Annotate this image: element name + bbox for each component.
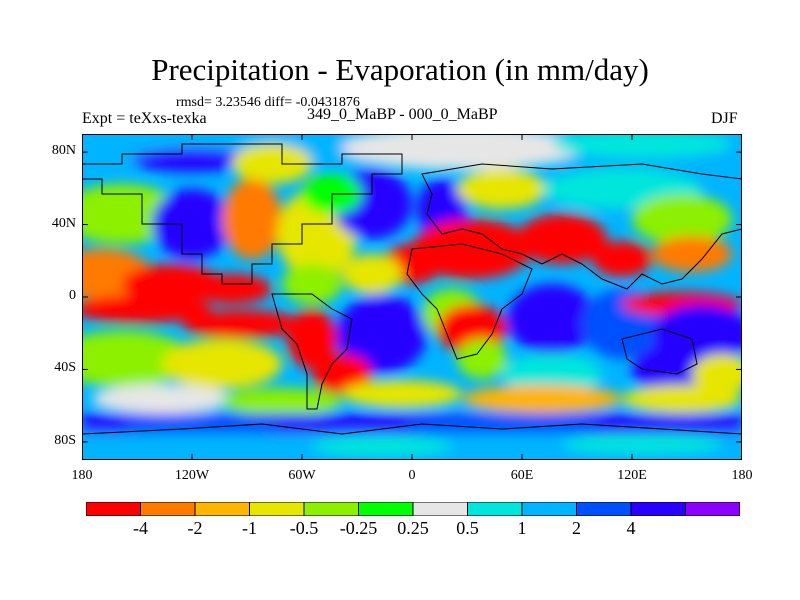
axis-ticks [82, 134, 742, 460]
colorbar-label: 0.25 [397, 518, 429, 538]
colorbar-label: -1 [242, 518, 257, 538]
colorbar-label: -4 [133, 518, 148, 538]
colorbar-label: 2 [572, 518, 581, 538]
colorbar-label: 0.5 [456, 518, 479, 538]
plot-title: Precipitation - Evaporation (in mm/day) [151, 52, 649, 87]
x-tick-label: 60W [288, 468, 316, 483]
period-label: 349_0_MaBP - 000_0_MaBP [307, 106, 498, 123]
y-tick-label: 40N [51, 215, 76, 231]
x-tick-label: 180 [71, 468, 93, 483]
x-tick-label: 0 [408, 468, 416, 483]
colorbar-swatch [685, 502, 740, 516]
x-tick-label: 180 [731, 468, 753, 483]
y-tick-label: 40S [54, 360, 76, 376]
x-tick-label: 120W [174, 468, 210, 483]
colorbar-label: 4 [626, 518, 636, 538]
colorbar [86, 502, 740, 516]
colorbar-swatch [303, 502, 359, 516]
colorbar-swatch [140, 502, 196, 516]
experiment-label: Expt = teXxs-texka [82, 110, 207, 127]
x-tick-label: 60E [510, 468, 534, 483]
colorbar-swatch [521, 502, 577, 516]
colorbar-swatch [249, 502, 305, 516]
precip-evap-field [82, 134, 742, 460]
colorbar-label: -0.25 [339, 518, 378, 538]
colorbar-label: -0.5 [289, 518, 319, 538]
y-tick-label: 0 [69, 288, 76, 303]
colorbar-swatch [194, 502, 250, 516]
continent-outlines [82, 143, 742, 435]
x-tick-label: 120E [617, 468, 647, 483]
colorbar-label: 1 [517, 518, 527, 538]
colorbar-swatch [630, 502, 686, 516]
colorbar-swatch [412, 502, 468, 516]
map-panel [82, 134, 742, 460]
y-tick-label: 80N [51, 143, 76, 159]
colorbar-swatch [358, 502, 414, 516]
season-label: DJF [711, 110, 738, 127]
stats-text: rmsd= 3.23546 diff= -0.0431876 [176, 95, 360, 110]
colorbar-swatch [86, 502, 141, 516]
colorbar-label: -2 [187, 518, 203, 538]
colorbar-swatch [576, 502, 632, 516]
colorbar-swatch [467, 502, 523, 516]
y-tick-label: 80S [54, 432, 76, 448]
